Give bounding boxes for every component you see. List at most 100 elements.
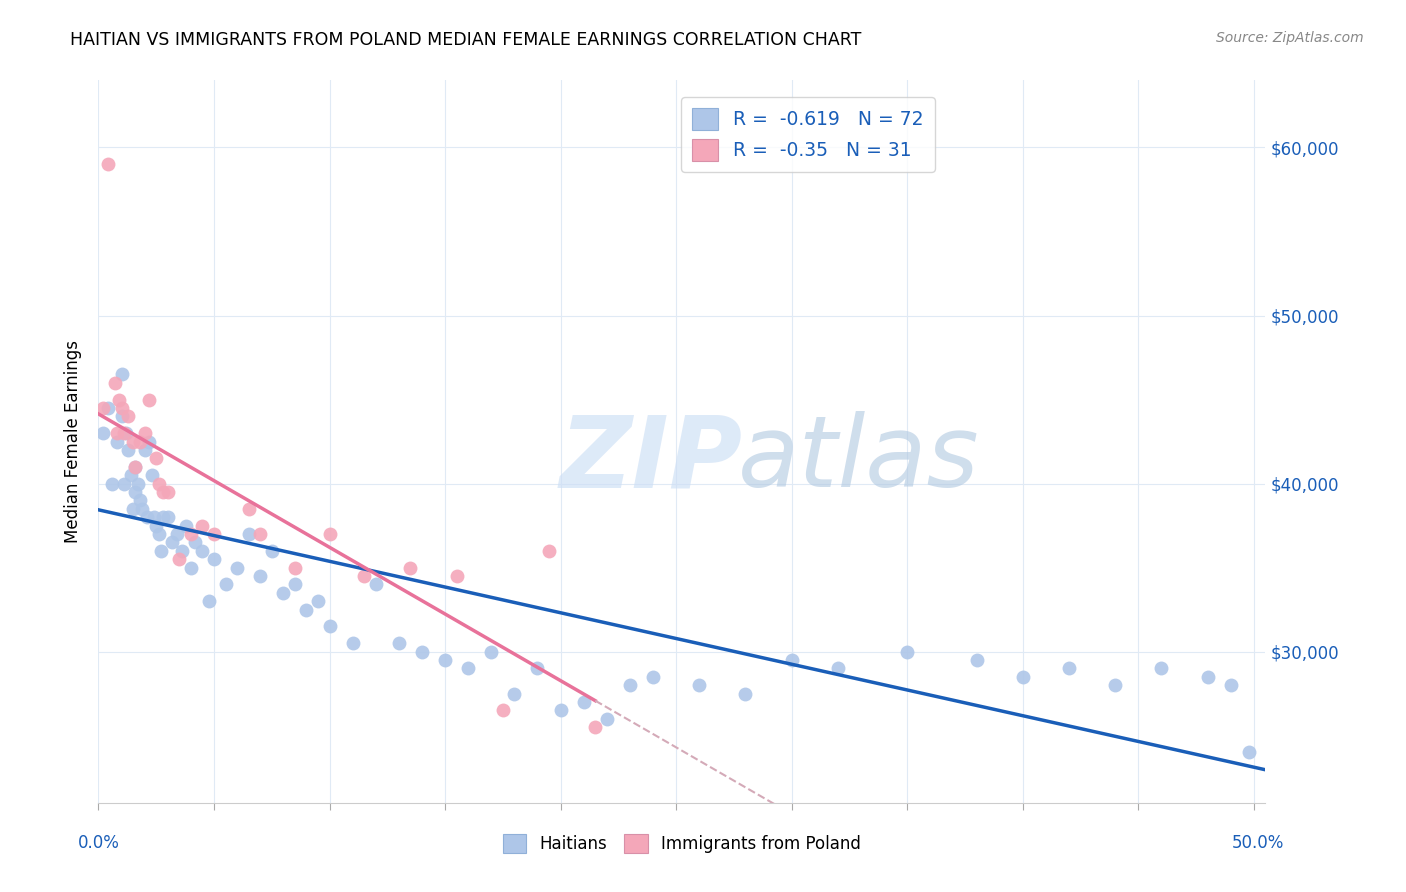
- Point: [180, 560, 202, 574]
- Point: [198, 594, 221, 608]
- Point: [97, 157, 120, 171]
- Point: [249, 527, 271, 541]
- Point: [572, 695, 595, 709]
- Point: [105, 426, 128, 441]
- Point: [537, 543, 560, 558]
- Point: [136, 510, 159, 524]
- Point: [284, 560, 307, 574]
- Point: [145, 518, 167, 533]
- Point: [226, 560, 249, 574]
- Point: [148, 476, 170, 491]
- Point: [110, 409, 132, 424]
- Point: [149, 543, 172, 558]
- Point: [115, 426, 138, 441]
- Point: [91, 426, 114, 441]
- Point: [1150, 661, 1173, 675]
- Point: [1219, 678, 1241, 692]
- Point: [191, 518, 214, 533]
- Point: [596, 712, 619, 726]
- Point: [152, 510, 174, 524]
- Point: [162, 535, 184, 549]
- Point: [260, 543, 283, 558]
- Point: [129, 493, 152, 508]
- Point: [91, 401, 114, 415]
- Point: [110, 368, 132, 382]
- Point: [191, 543, 214, 558]
- Point: [117, 442, 139, 457]
- Point: [180, 527, 202, 541]
- Point: [142, 510, 165, 524]
- Point: [134, 426, 156, 441]
- Point: [129, 434, 152, 449]
- Point: [122, 501, 145, 516]
- Point: [457, 661, 479, 675]
- Point: [966, 653, 988, 667]
- Point: [364, 577, 387, 591]
- Y-axis label: Median Female Earnings: Median Female Earnings: [63, 340, 82, 543]
- Text: atlas: atlas: [738, 411, 980, 508]
- Text: HAITIAN VS IMMIGRANTS FROM POLAND MEDIAN FEMALE EARNINGS CORRELATION CHART: HAITIAN VS IMMIGRANTS FROM POLAND MEDIAN…: [70, 31, 862, 49]
- Point: [117, 409, 139, 424]
- Point: [138, 434, 160, 449]
- Point: [148, 527, 170, 541]
- Point: [1197, 670, 1219, 684]
- Point: [238, 527, 260, 541]
- Point: [446, 569, 468, 583]
- Point: [110, 401, 132, 415]
- Point: [120, 468, 142, 483]
- Point: [526, 661, 548, 675]
- Point: [202, 552, 225, 566]
- Point: [249, 569, 271, 583]
- Point: [896, 644, 918, 658]
- Point: [641, 670, 664, 684]
- Point: [105, 434, 128, 449]
- Point: [295, 602, 318, 616]
- Point: [688, 678, 710, 692]
- Point: [141, 468, 163, 483]
- Point: [202, 527, 225, 541]
- Text: 0.0%: 0.0%: [77, 834, 120, 852]
- Point: [122, 434, 145, 449]
- Point: [112, 476, 135, 491]
- Point: [238, 501, 260, 516]
- Point: [619, 678, 641, 692]
- Point: [434, 653, 457, 667]
- Point: [411, 644, 433, 658]
- Point: [318, 527, 340, 541]
- Point: [97, 401, 120, 415]
- Point: [124, 459, 146, 474]
- Text: 50.0%: 50.0%: [1232, 834, 1285, 852]
- Point: [124, 485, 146, 500]
- Point: [134, 442, 156, 457]
- Point: [174, 518, 197, 533]
- Point: [827, 661, 849, 675]
- Point: [734, 687, 756, 701]
- Point: [131, 501, 153, 516]
- Point: [1011, 670, 1033, 684]
- Point: [156, 510, 179, 524]
- Point: [101, 476, 124, 491]
- Point: [780, 653, 803, 667]
- Point: [184, 535, 207, 549]
- Point: [145, 451, 167, 466]
- Point: [138, 392, 160, 407]
- Point: [492, 703, 515, 717]
- Point: [104, 376, 127, 390]
- Point: [479, 644, 502, 658]
- Point: [307, 594, 329, 608]
- Point: [156, 485, 179, 500]
- Point: [583, 720, 606, 734]
- Point: [353, 569, 375, 583]
- Point: [271, 586, 294, 600]
- Point: [318, 619, 340, 633]
- Point: [503, 687, 526, 701]
- Point: [284, 577, 307, 591]
- Point: [170, 543, 193, 558]
- Text: Source: ZipAtlas.com: Source: ZipAtlas.com: [1216, 31, 1364, 45]
- Point: [112, 426, 135, 441]
- Text: ZIP: ZIP: [560, 411, 742, 508]
- Point: [1057, 661, 1080, 675]
- Legend: Haitians, Immigrants from Poland: Haitians, Immigrants from Poland: [496, 827, 868, 860]
- Point: [127, 476, 149, 491]
- Point: [169, 552, 191, 566]
